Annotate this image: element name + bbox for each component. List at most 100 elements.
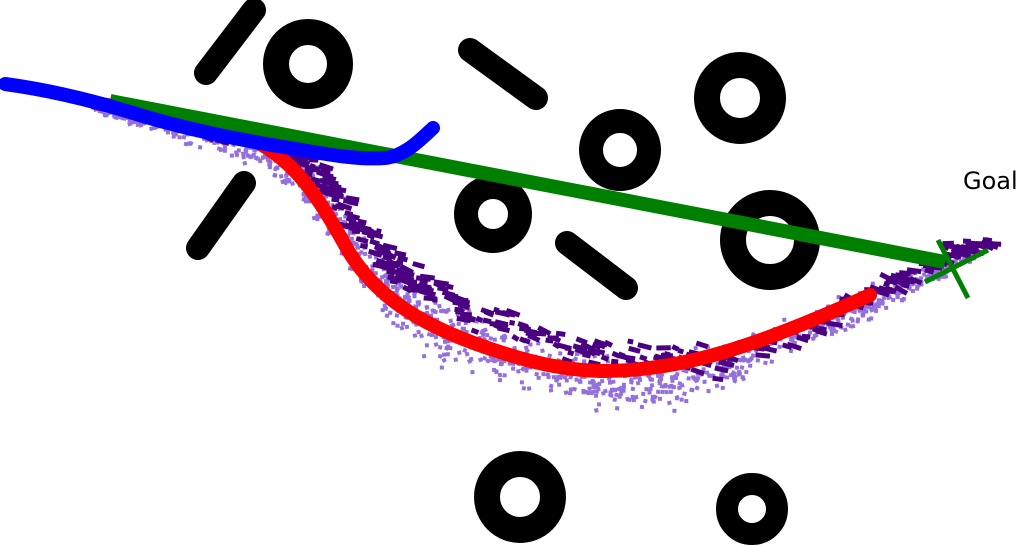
sample-streak (349, 221, 363, 230)
sample-dot (433, 334, 439, 340)
sample-dot (739, 365, 745, 370)
sample-dot (362, 251, 368, 257)
sample-dot (873, 308, 879, 314)
sample-streak (890, 272, 900, 280)
sample-streak (786, 341, 802, 351)
sample-dot (563, 390, 569, 396)
obstacle-ring (474, 451, 566, 543)
sample-dot (763, 360, 768, 366)
sample-dot (382, 303, 387, 308)
sample-dot (555, 374, 561, 380)
sample-streak (600, 354, 610, 362)
sample-dot (456, 350, 462, 356)
sample-dot (777, 344, 782, 350)
sample-dot (870, 281, 875, 286)
sample-dot (848, 316, 854, 322)
sample-dot (629, 379, 634, 385)
sample-dot (255, 156, 260, 161)
sample-streak (470, 327, 480, 335)
sample-dot (574, 352, 579, 357)
sample-dot (488, 336, 494, 341)
sample-dot (731, 375, 737, 381)
sample-streak (586, 348, 597, 357)
sample-dot (644, 387, 649, 392)
sample-dot (593, 393, 599, 398)
sample-dot (503, 335, 508, 340)
sample-dot (236, 148, 241, 153)
sample-streak (763, 345, 778, 354)
sample-dot (412, 294, 417, 299)
obstacle-bar (194, 0, 266, 85)
sample-dot (657, 396, 662, 401)
sample-dot (402, 295, 407, 300)
sample-streak (315, 169, 327, 178)
sample-dot (744, 369, 749, 375)
sample-dot (391, 320, 396, 326)
sample-dot (245, 153, 251, 158)
sample-streak (627, 338, 634, 345)
sample-dot (394, 313, 400, 318)
sample-dot (728, 372, 734, 378)
sample-dot (380, 275, 385, 280)
sample-dot (614, 406, 620, 411)
sample-streak (725, 361, 735, 368)
sample-streak (319, 177, 329, 186)
sample-dot (884, 305, 889, 310)
sample-dot (694, 385, 700, 391)
sample-dot (658, 375, 664, 380)
sample-dot (443, 339, 448, 344)
sample-streak (712, 375, 724, 383)
sample-dot (864, 309, 869, 314)
sample-dot (679, 397, 684, 402)
sample-dot (485, 332, 490, 338)
sample-streak (433, 279, 450, 287)
sample-dot (406, 295, 412, 300)
sample-dot (171, 131, 177, 137)
sample-streak (348, 225, 361, 234)
sample-dot (251, 152, 256, 157)
sample-dot (448, 345, 453, 351)
sample-dot (639, 404, 645, 410)
sample-dot (497, 372, 503, 378)
sample-dot (460, 326, 465, 331)
sample-streak (511, 333, 520, 342)
sample-dot (874, 302, 879, 307)
sample-dot (693, 345, 699, 351)
sample-dot (280, 179, 286, 185)
sample-dot (901, 296, 907, 302)
sample-dot (672, 408, 677, 413)
sample-dot (241, 151, 246, 156)
sample-dot (836, 295, 841, 300)
sample-streak (902, 275, 916, 285)
sample-dot (547, 353, 553, 359)
sample-dot (399, 283, 405, 290)
sample-streak (623, 354, 636, 362)
sample-streak (489, 321, 500, 327)
sample-dot (467, 358, 473, 364)
sample-dot (714, 383, 720, 389)
sample-dot (650, 394, 656, 399)
sample-streak (437, 285, 449, 292)
sample-streak (402, 269, 415, 278)
sample-dot (612, 397, 617, 402)
sample-streak (907, 268, 916, 275)
sample-streak (637, 342, 652, 351)
sample-dot (551, 374, 557, 380)
sample-dot (720, 385, 725, 391)
sample-dot (740, 355, 747, 361)
sample-dot (600, 378, 605, 384)
sample-dot (830, 326, 835, 331)
sample-dot (303, 199, 309, 204)
sample-dot (526, 386, 532, 391)
sample-streak (372, 250, 381, 258)
sample-streak (968, 240, 981, 247)
sample-dot (489, 357, 495, 363)
sample-streak (982, 241, 991, 249)
sample-streak (942, 240, 954, 247)
sample-dot (690, 387, 695, 393)
sample-streak (518, 336, 527, 344)
sample-dot (737, 357, 743, 363)
sample-streak (671, 344, 680, 352)
sample-streak (387, 274, 396, 281)
sample-dot (755, 358, 761, 363)
